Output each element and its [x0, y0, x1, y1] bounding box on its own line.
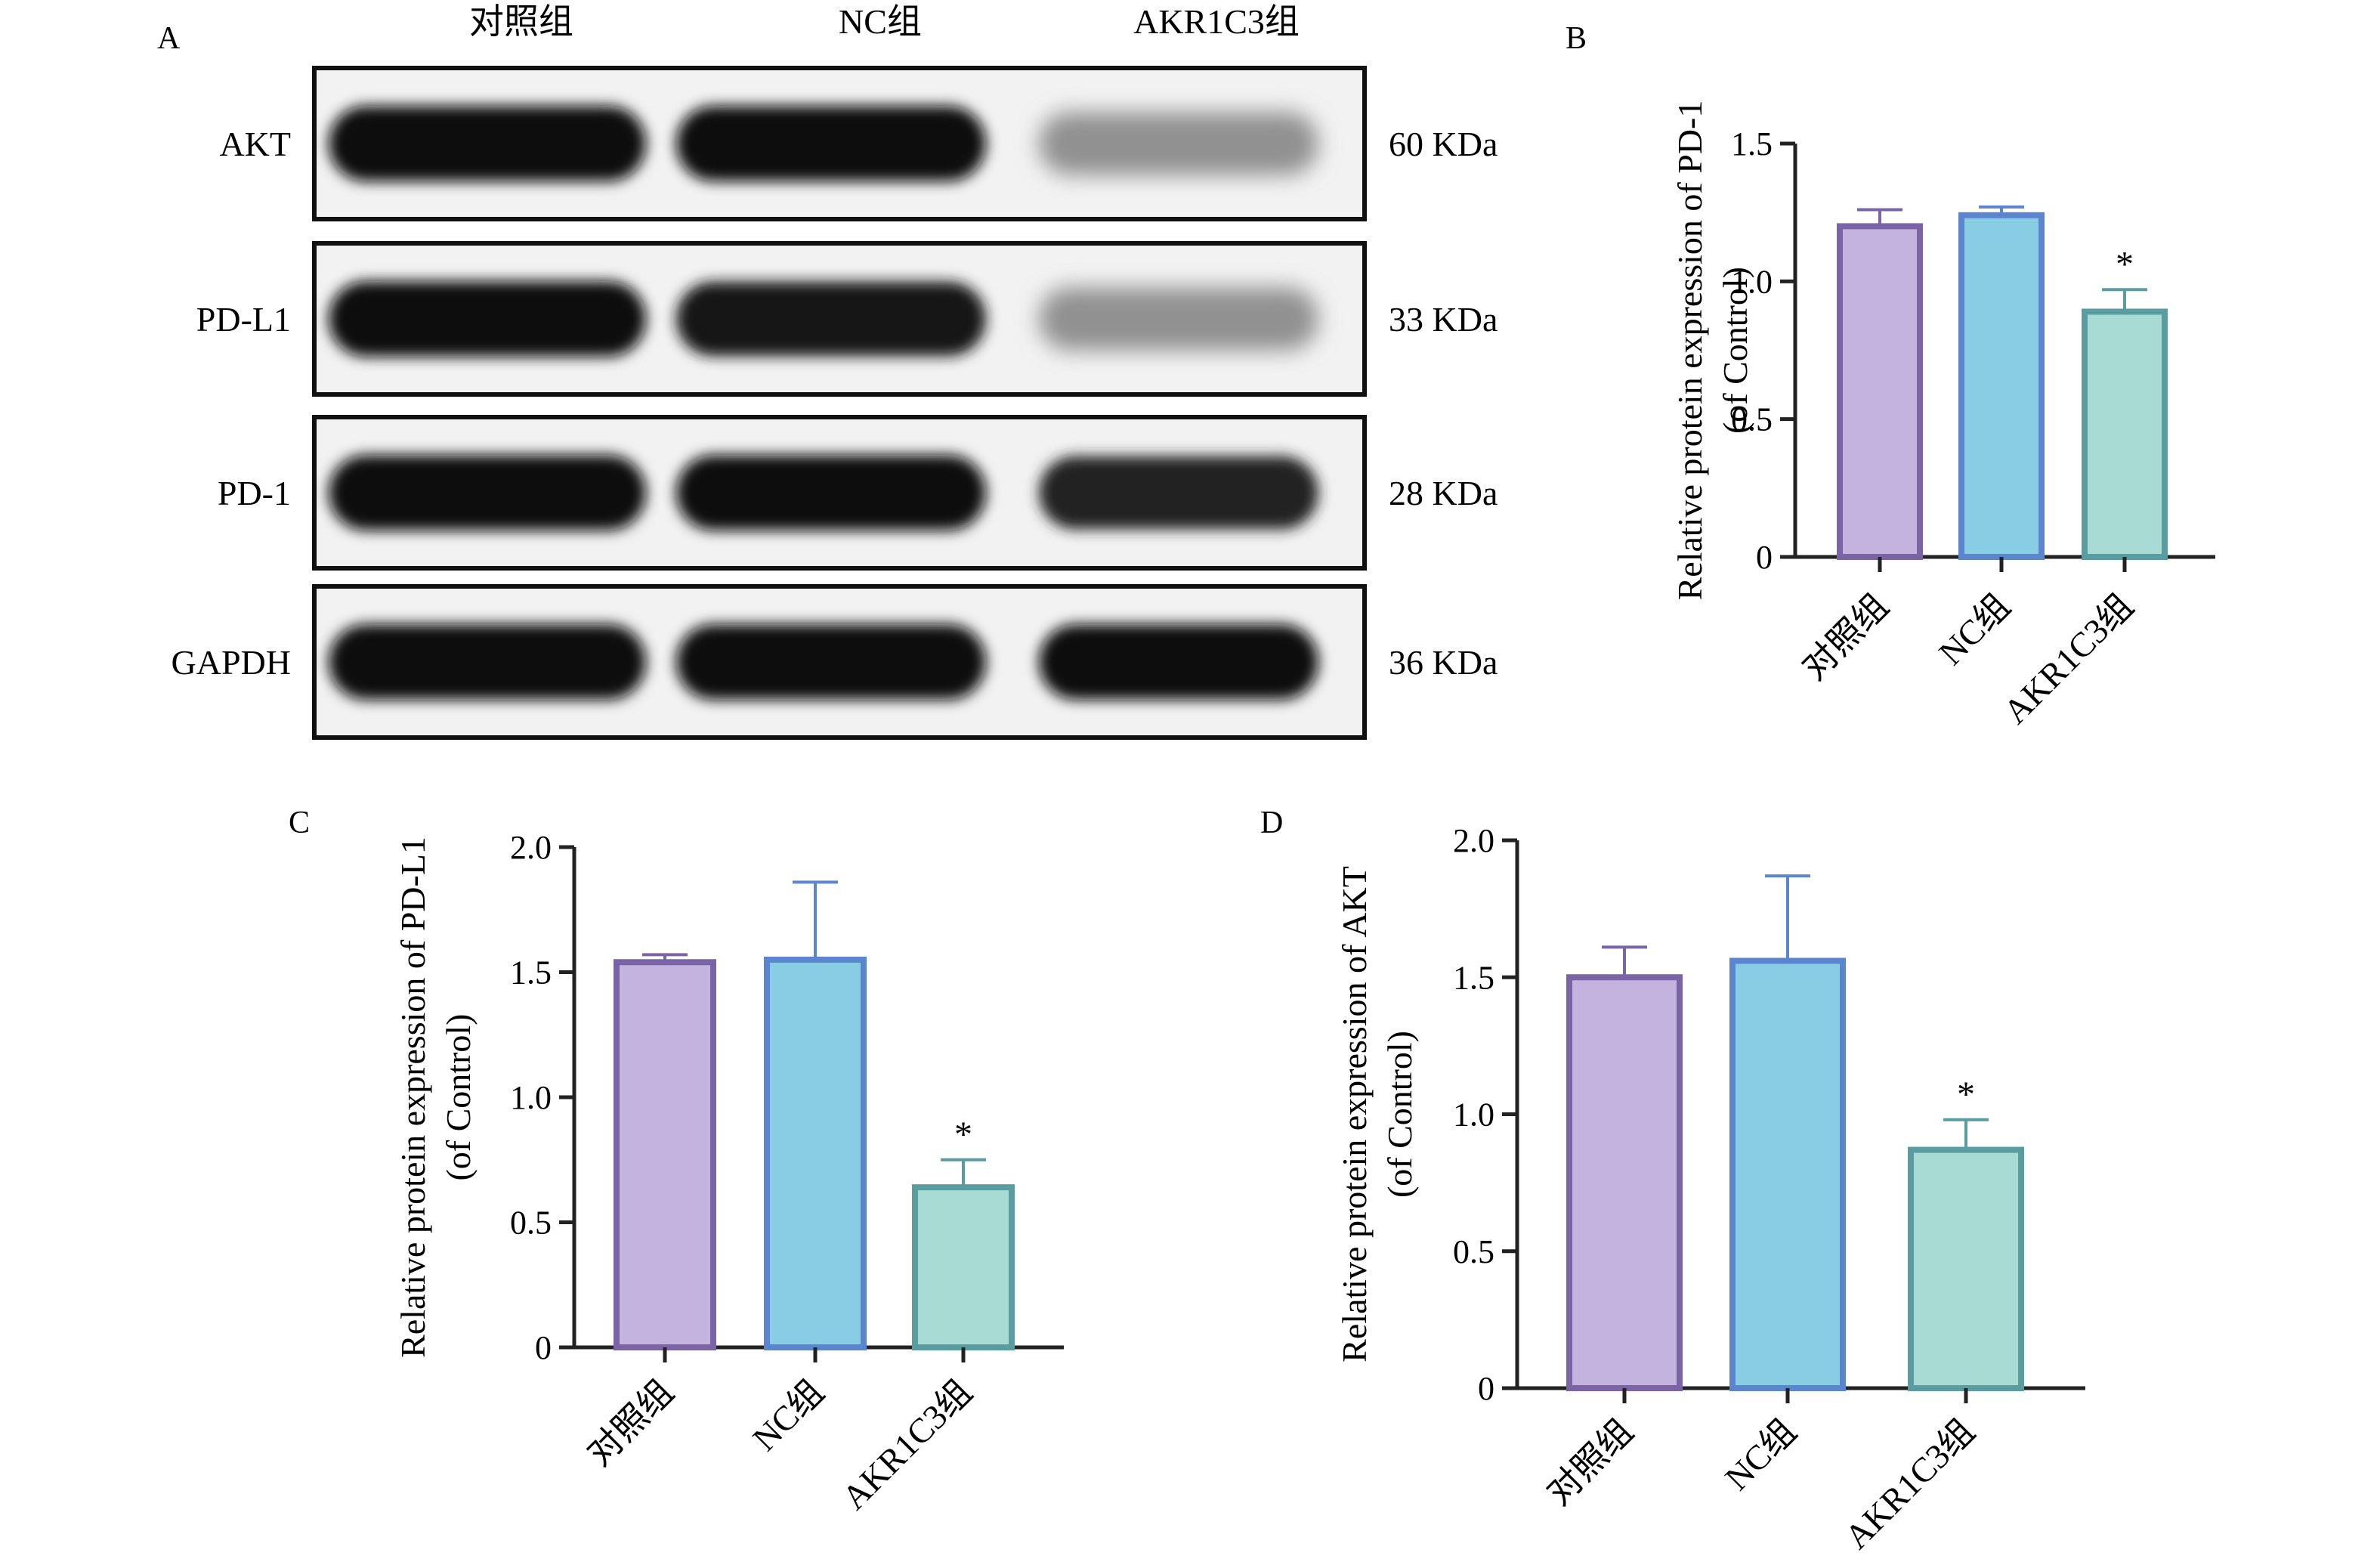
bar [912, 1184, 1015, 1351]
blot-band [1039, 112, 1318, 175]
bar [614, 959, 716, 1350]
y-tick-label: 0 [535, 1329, 552, 1366]
y-tick-label: 1.0 [1731, 263, 1773, 300]
significance-marker: * [2116, 244, 2134, 284]
panel-letter-b: B [1566, 21, 1587, 56]
significance-marker: * [954, 1115, 972, 1155]
y-tick-label: 2.0 [510, 829, 552, 866]
blot-row-pd-l1: PD-L1 33 KDa [196, 241, 1498, 397]
blot-band [676, 281, 986, 357]
molecular-weight-label: 28 KDa [1389, 474, 1498, 512]
category-label: NC组 [1717, 1412, 1804, 1498]
bar [764, 956, 867, 1350]
lane-label-akr1c3: AKR1C3组 [1133, 2, 1300, 41]
lane-label-control: 对照组 [469, 2, 573, 41]
y-axis-title: (of Control) [1380, 1031, 1419, 1198]
molecular-weight-label: 33 KDa [1389, 300, 1498, 339]
molecular-weight-label: 60 KDa [1389, 125, 1498, 163]
category-label: NC组 [745, 1372, 831, 1458]
category-label: AKR1C3组 [1838, 1412, 1982, 1556]
blot-band [329, 455, 646, 530]
blot-band [329, 281, 646, 357]
blot-band [1039, 456, 1318, 530]
y-tick-label: 0.5 [1731, 401, 1773, 438]
y-axis-title: Relative protein expression of PD-L1 [394, 837, 432, 1358]
category-label: NC组 [1931, 586, 2017, 673]
lane-label-nc: NC组 [839, 2, 922, 41]
blot-band [676, 624, 986, 700]
blot-band [1039, 624, 1318, 700]
category-label: 对照组 [1794, 586, 1896, 688]
protein-label: GAPDH [172, 643, 291, 682]
blot-row-pd-1: PD-1 28 KDa [218, 415, 1498, 571]
y-axis-title: Relative protein expression of AKT [1335, 866, 1374, 1362]
panel-letter-a: A [157, 21, 181, 56]
y-axis-title: Relative protein expression of PD-1 [1671, 101, 1709, 601]
molecular-weight-label: 36 KDa [1389, 643, 1498, 682]
y-tick-label: 2.0 [1453, 822, 1494, 859]
bar [1566, 974, 1683, 1391]
category-label: 对照组 [1539, 1412, 1640, 1513]
category-label: AKR1C3组 [835, 1372, 979, 1517]
y-tick-label: 1.0 [510, 1079, 552, 1116]
blot-band [1039, 287, 1318, 351]
y-tick-label: 0 [1478, 1370, 1494, 1407]
category-label: 对照组 [580, 1372, 681, 1474]
y-tick-label: 1.5 [1731, 125, 1773, 162]
y-axis-title: (of Control) [439, 1013, 478, 1180]
blot-band [676, 455, 986, 530]
y-tick-label: 0 [1756, 539, 1773, 576]
blot-row-gapdh: GAPDH 36 KDa [172, 584, 1498, 740]
bar [1729, 957, 1846, 1391]
y-tick-label: 1.5 [1453, 959, 1494, 996]
blot-band [329, 624, 646, 700]
protein-label: PD-1 [218, 474, 291, 512]
y-tick-label: 1.5 [510, 954, 552, 991]
bar [1837, 223, 1923, 560]
significance-marker: * [1957, 1075, 1975, 1115]
panel-letter-c: C [289, 806, 310, 840]
blot-band [329, 106, 646, 181]
bar-chart-pdl1: C 0 0.5 1.0 1.5 2.0 对照组 NC组 AKR1C3组 * Relative pr… [289, 806, 1064, 1517]
y-tick-label: 0.5 [510, 1205, 552, 1242]
bar [1908, 1146, 2024, 1391]
bar [2082, 308, 2168, 560]
protein-label: AKT [219, 125, 291, 163]
panel-letter-d: D [1260, 806, 1283, 840]
bar-chart-akt: D 0 0.5 1.0 1.5 2.0 对照组 NC组 AKR1C3组 * Relative pr… [1260, 806, 2085, 1557]
y-tick-label: 1.0 [1453, 1096, 1494, 1134]
blot-band [676, 106, 986, 181]
y-axis-title: (of Control) [1716, 267, 1754, 434]
y-tick-label: 0.5 [1453, 1233, 1494, 1270]
bar [1958, 212, 2045, 560]
category-label: AKR1C3组 [1996, 586, 2140, 731]
protein-label: PD-L1 [196, 300, 291, 339]
blot-row-akt: AKT 60 KDa [219, 66, 1498, 221]
